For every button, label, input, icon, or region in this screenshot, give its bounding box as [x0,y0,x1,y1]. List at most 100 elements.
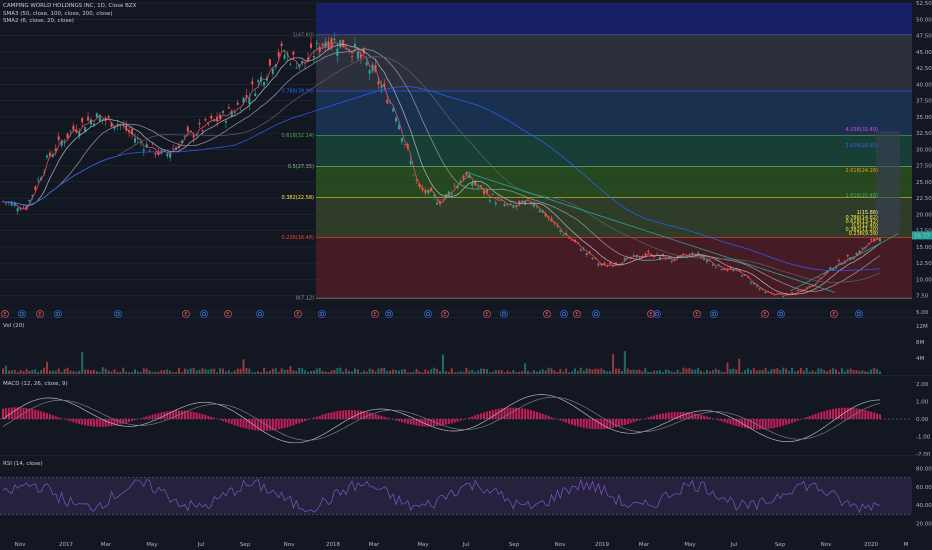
volume-bar [864,371,867,374]
candle-body [169,153,172,158]
macd-histogram-bar [609,419,612,429]
candle-body [301,60,304,64]
volume-bar [227,370,230,374]
candle-body [89,119,92,125]
volume-bar [383,367,386,374]
macd-histogram-bar [409,419,412,425]
macd-histogram-bar [726,419,729,424]
volume-bar [600,368,603,374]
candle-body [805,287,808,289]
macd-histogram-bar [380,415,383,419]
macd-histogram-bar [107,419,110,427]
volume-bar [125,371,128,374]
macd-histogram-bar [793,419,796,422]
macd-histogram-bar [31,409,34,419]
macd-histogram-bar [186,410,189,419]
macd-histogram-bar [682,412,685,419]
macd-histogram-bar [145,416,148,419]
rsi-chart[interactable]: 80.00 60.00 40.00 20.00 [0,458,932,536]
macd-histogram-bar [318,415,321,419]
macd-histogram-bar [183,410,186,419]
volume-bar [251,372,254,374]
candle-body [873,238,876,241]
rsi-tick-label: 60.00 [916,485,932,491]
marker-label: D [712,312,716,318]
volume-bar [708,371,711,374]
price-chart[interactable]: 52.50 50.00 47.50 45.00 42.50 40.00 37.50 35.00… [0,0,932,318]
volume-bar [535,371,538,374]
candle-body [556,225,559,227]
volume-bar [799,367,802,374]
candle-body [60,141,63,146]
volume-chart[interactable]: 12M 8M 4M [0,320,932,376]
volume-pane[interactable]: 12M 8M 4M Vol (20) [0,320,932,376]
macd-chart[interactable]: 2.00 1.00 0.00 -1.00 -2.00 [0,378,932,456]
time-axis[interactable]: Nov 2017 Mar May Jul Sep Nov 2018 Mar May Jul Sep No… [0,538,912,550]
macd-histogram-bar [879,414,881,419]
volume-bar [518,371,521,374]
macd-histogram-bar [157,413,160,419]
candle-body [201,129,204,131]
candle-body [116,123,119,126]
macd-pane[interactable]: 2.00 1.00 0.00 -1.00 -2.00 MACD (12, 26, clo… [0,378,932,456]
macd-histogram-bar [559,419,562,421]
macd-histogram-bar [304,419,307,422]
rsi-pane[interactable]: 80.00 60.00 40.00 20.00 RSI (14, close) [0,458,932,536]
candle-body [433,194,436,197]
macd-histogram-bar [491,409,494,419]
macd-histogram-bar [617,419,620,427]
fib-ext-label: 0.382(11.20) [845,227,878,233]
macd-histogram-bar [160,412,163,419]
volume-bar [653,370,656,374]
fib-ext-label: 4.236(32.49) [845,127,878,133]
macd-histogram-bar [324,413,327,419]
macd-histogram-bar [480,413,483,419]
fib-zone [316,237,912,299]
marker-label: D [387,312,391,318]
macd-histogram-bar [16,407,19,419]
candle-body [456,185,459,189]
macd-histogram-bar [75,419,78,424]
macd-histogram-bar [720,419,723,422]
volume-bar [697,367,700,374]
macd-histogram-bar [371,413,374,419]
volume-bar [679,372,682,374]
candle-body [418,184,421,188]
volume-bar [265,371,268,374]
candle-body [562,234,565,236]
volume-bar [333,369,336,374]
candle-body [356,51,359,59]
volume-bar [462,372,465,374]
volume-tick-label: 8M [916,340,924,346]
candle-body [732,269,735,272]
macd-histogram-bar [280,419,283,429]
volume-bar [767,371,770,374]
volume-bar [89,370,92,374]
volume-bar [84,369,87,374]
volume-bar [353,368,356,374]
macd-histogram-bar [248,419,251,430]
macd-histogram-bar [189,411,192,419]
macd-histogram-bar [368,412,371,419]
macd-histogram-bar [512,407,515,419]
macd-histogram-bar [257,419,260,431]
candle-body [98,116,101,122]
volume-bar [547,367,550,374]
macd-histogram-bar [433,419,436,427]
candle-body [591,257,594,259]
macd-histogram-bar [60,418,63,419]
macd-histogram-bar [40,411,43,419]
macd-histogram-bar [579,419,582,428]
volume-bar [213,368,216,374]
candle-body [638,256,641,258]
price-pane[interactable]: 52.50 50.00 47.50 45.00 42.50 40.00 37.50 35.00… [0,0,932,318]
candle-body [321,43,324,46]
volume-bar [524,363,527,374]
volume-bar [456,372,459,374]
macd-histogram-bar [450,419,453,424]
volume-bar [579,367,582,374]
candle-body [263,82,266,86]
marker-label: D [502,312,506,318]
macd-histogram-bar [221,419,224,422]
time-tick-label: 2019 [595,542,609,548]
